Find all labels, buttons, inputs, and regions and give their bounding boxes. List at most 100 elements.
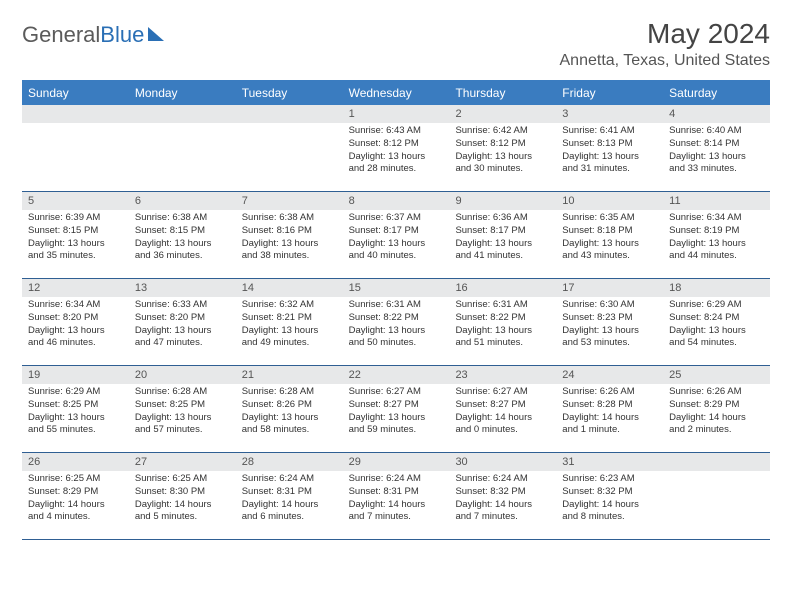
dayhead-tue: Tuesday [236, 81, 343, 105]
logo-triangle-icon [148, 27, 164, 41]
sunrise-text: Sunrise: 6:26 AM [562, 386, 657, 399]
day-number: 31 [556, 453, 663, 471]
week-row: 1 Sunrise: 6:43 AMSunset: 8:12 PMDaylight… [22, 105, 770, 192]
calendar-cell: 21Sunrise: 6:28 AMSunset: 8:26 PMDayligh… [236, 366, 343, 452]
cell-body: Sunrise: 6:25 AMSunset: 8:30 PMDaylight:… [129, 473, 236, 524]
daylight-text: Daylight: 13 hours and 33 minutes. [669, 151, 764, 177]
calendar-cell: 18Sunrise: 6:29 AMSunset: 8:24 PMDayligh… [663, 279, 770, 365]
day-number: 7 [236, 192, 343, 210]
day-number: 28 [236, 453, 343, 471]
cell-body: Sunrise: 6:30 AMSunset: 8:23 PMDaylight:… [556, 299, 663, 350]
sunset-text: Sunset: 8:32 PM [455, 486, 550, 499]
sunset-text: Sunset: 8:18 PM [562, 225, 657, 238]
cell-body: Sunrise: 6:38 AMSunset: 8:15 PMDaylight:… [129, 212, 236, 263]
week-row: 5Sunrise: 6:39 AMSunset: 8:15 PMDaylight… [22, 192, 770, 279]
sunrise-text: Sunrise: 6:27 AM [349, 386, 444, 399]
daylight-text: Daylight: 13 hours and 53 minutes. [562, 325, 657, 351]
sunrise-text: Sunrise: 6:38 AM [242, 212, 337, 225]
cell-body: Sunrise: 6:24 AMSunset: 8:32 PMDaylight:… [449, 473, 556, 524]
daylight-text: Daylight: 13 hours and 28 minutes. [349, 151, 444, 177]
calendar-cell: 9Sunrise: 6:36 AMSunset: 8:17 PMDaylight… [449, 192, 556, 278]
calendar-cell: 13Sunrise: 6:33 AMSunset: 8:20 PMDayligh… [129, 279, 236, 365]
cell-body: Sunrise: 6:34 AMSunset: 8:20 PMDaylight:… [22, 299, 129, 350]
sunrise-text: Sunrise: 6:24 AM [349, 473, 444, 486]
day-number: 18 [663, 279, 770, 297]
daylight-text: Daylight: 13 hours and 44 minutes. [669, 238, 764, 264]
calendar-cell [236, 105, 343, 191]
calendar-cell: 3Sunrise: 6:41 AMSunset: 8:13 PMDaylight… [556, 105, 663, 191]
month-title: May 2024 [560, 18, 771, 50]
cell-body: Sunrise: 6:24 AMSunset: 8:31 PMDaylight:… [236, 473, 343, 524]
week-row: 12 Sunrise: 6:34 AMSunset: 8:20 PMDayligh… [22, 279, 770, 366]
sunset-text: Sunset: 8:15 PM [135, 225, 230, 238]
sunset-text: Sunset: 8:17 PM [455, 225, 550, 238]
sunset-text: Sunset: 8:25 PM [28, 399, 123, 412]
cell-body: Sunrise: 6:26 AMSunset: 8:29 PMDaylight:… [663, 386, 770, 437]
week-row: 19Sunrise: 6:29 AMSunset: 8:25 PMDayligh… [22, 366, 770, 453]
calendar-cell: 16Sunrise: 6:31 AMSunset: 8:22 PMDayligh… [449, 279, 556, 365]
day-number: 11 [663, 192, 770, 210]
day-number: 12 [22, 279, 129, 297]
day-number: 1 [343, 105, 450, 123]
cell-body: Sunrise: 6:43 AMSunset: 8:12 PMDaylight:… [343, 125, 450, 176]
sunset-text: Sunset: 8:25 PM [135, 399, 230, 412]
calendar-cell: 31Sunrise: 6:23 AMSunset: 8:32 PMDayligh… [556, 453, 663, 539]
daylight-text: Daylight: 13 hours and 38 minutes. [242, 238, 337, 264]
daylight-text: Daylight: 13 hours and 54 minutes. [669, 325, 764, 351]
sunset-text: Sunset: 8:16 PM [242, 225, 337, 238]
sunset-text: Sunset: 8:17 PM [349, 225, 444, 238]
sunset-text: Sunset: 8:20 PM [28, 312, 123, 325]
sunrise-text: Sunrise: 6:25 AM [135, 473, 230, 486]
sunrise-text: Sunrise: 6:33 AM [135, 299, 230, 312]
calendar-cell: 6Sunrise: 6:38 AMSunset: 8:15 PMDaylight… [129, 192, 236, 278]
day-number: 19 [22, 366, 129, 384]
cell-body: Sunrise: 6:24 AMSunset: 8:31 PMDaylight:… [343, 473, 450, 524]
cell-body: Sunrise: 6:25 AMSunset: 8:29 PMDaylight:… [22, 473, 129, 524]
cell-body: Sunrise: 6:32 AMSunset: 8:21 PMDaylight:… [236, 299, 343, 350]
sunrise-text: Sunrise: 6:42 AM [455, 125, 550, 138]
daylight-text: Daylight: 14 hours and 0 minutes. [455, 412, 550, 438]
day-number [663, 453, 770, 471]
sunset-text: Sunset: 8:24 PM [669, 312, 764, 325]
logo-text: GeneralBlue [22, 22, 144, 48]
dayhead-mon: Monday [129, 81, 236, 105]
daylight-text: Daylight: 13 hours and 36 minutes. [135, 238, 230, 264]
daylight-text: Daylight: 14 hours and 4 minutes. [28, 499, 123, 525]
sunrise-text: Sunrise: 6:43 AM [349, 125, 444, 138]
sunset-text: Sunset: 8:23 PM [562, 312, 657, 325]
cell-body: Sunrise: 6:42 AMSunset: 8:12 PMDaylight:… [449, 125, 556, 176]
cell-body: Sunrise: 6:27 AMSunset: 8:27 PMDaylight:… [343, 386, 450, 437]
sunrise-text: Sunrise: 6:28 AM [242, 386, 337, 399]
daylight-text: Daylight: 13 hours and 40 minutes. [349, 238, 444, 264]
daylight-text: Daylight: 13 hours and 43 minutes. [562, 238, 657, 264]
daylight-text: Daylight: 14 hours and 6 minutes. [242, 499, 337, 525]
daylight-text: Daylight: 13 hours and 50 minutes. [349, 325, 444, 351]
day-number: 24 [556, 366, 663, 384]
day-number: 13 [129, 279, 236, 297]
day-number: 4 [663, 105, 770, 123]
logo: GeneralBlue [22, 22, 164, 48]
sunset-text: Sunset: 8:20 PM [135, 312, 230, 325]
sunset-text: Sunset: 8:13 PM [562, 138, 657, 151]
sunset-text: Sunset: 8:29 PM [669, 399, 764, 412]
day-number: 15 [343, 279, 450, 297]
sunset-text: Sunset: 8:21 PM [242, 312, 337, 325]
cell-body: Sunrise: 6:28 AMSunset: 8:25 PMDaylight:… [129, 386, 236, 437]
day-number: 3 [556, 105, 663, 123]
day-number: 23 [449, 366, 556, 384]
calendar-cell: 2Sunrise: 6:42 AMSunset: 8:12 PMDaylight… [449, 105, 556, 191]
sunrise-text: Sunrise: 6:38 AM [135, 212, 230, 225]
cell-body: Sunrise: 6:28 AMSunset: 8:26 PMDaylight:… [236, 386, 343, 437]
cell-body [22, 125, 129, 141]
sunrise-text: Sunrise: 6:32 AM [242, 299, 337, 312]
calendar-cell [22, 105, 129, 191]
day-number: 9 [449, 192, 556, 210]
daylight-text: Daylight: 13 hours and 31 minutes. [562, 151, 657, 177]
week-row: 26Sunrise: 6:25 AMSunset: 8:29 PMDayligh… [22, 453, 770, 540]
sunrise-text: Sunrise: 6:35 AM [562, 212, 657, 225]
cell-body [236, 125, 343, 141]
sunrise-text: Sunrise: 6:28 AM [135, 386, 230, 399]
sunrise-text: Sunrise: 6:23 AM [562, 473, 657, 486]
sunset-text: Sunset: 8:14 PM [669, 138, 764, 151]
dayhead-fri: Friday [556, 81, 663, 105]
